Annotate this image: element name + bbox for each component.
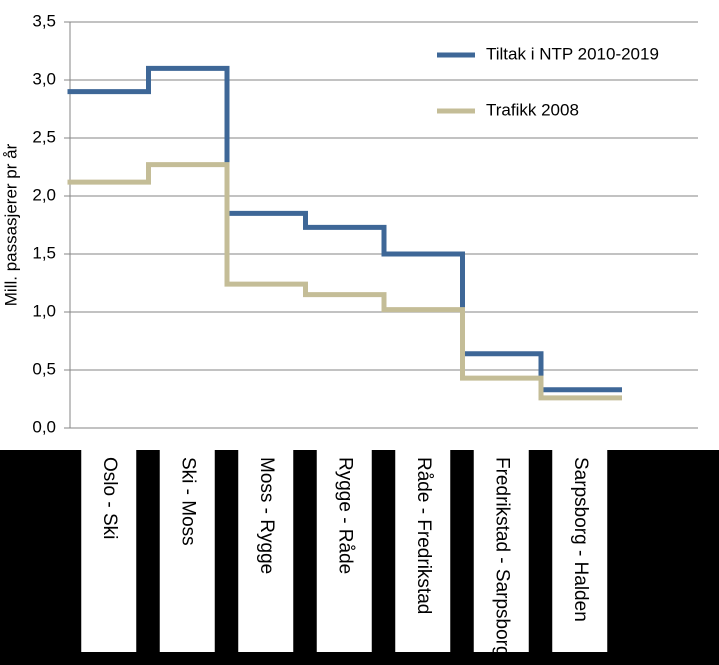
y-tick-label: 0,5 bbox=[32, 359, 56, 378]
label-box bbox=[316, 450, 372, 652]
x-tick-label: Råde - Fredrikstad bbox=[413, 457, 434, 614]
y-tick-label: 0,0 bbox=[32, 417, 56, 436]
y-tick-label: 3,0 bbox=[32, 69, 56, 88]
y-axis-label: Mill. passasjerer pr år bbox=[1, 143, 20, 306]
y-tick-label: 2,0 bbox=[32, 185, 56, 204]
label-box bbox=[395, 450, 451, 652]
y-tick-label: 1,0 bbox=[32, 301, 56, 320]
x-tick-label: Sarpsborg - Halden bbox=[570, 457, 591, 622]
legend-label: Trafikk 2008 bbox=[486, 100, 579, 119]
label-box bbox=[552, 450, 608, 652]
y-tick-label: 2,5 bbox=[32, 127, 56, 146]
label-box bbox=[159, 450, 215, 652]
x-tick-label: Oslo - Ski bbox=[99, 457, 120, 539]
legend-label: Tiltak i NTP 2010-2019 bbox=[486, 44, 659, 63]
label-box bbox=[238, 450, 294, 652]
label-box bbox=[473, 450, 529, 652]
y-tick-label: 3,5 bbox=[32, 11, 56, 30]
x-tick-label: Fredrikstad - Sarpsborg bbox=[492, 457, 513, 657]
x-tick-label: Ski - Moss bbox=[178, 457, 199, 546]
label-box bbox=[81, 450, 137, 652]
y-tick-label: 1,5 bbox=[32, 243, 56, 262]
x-tick-label: Moss - Rygge bbox=[256, 457, 277, 574]
x-tick-label: Rygge - Råde bbox=[335, 457, 356, 574]
